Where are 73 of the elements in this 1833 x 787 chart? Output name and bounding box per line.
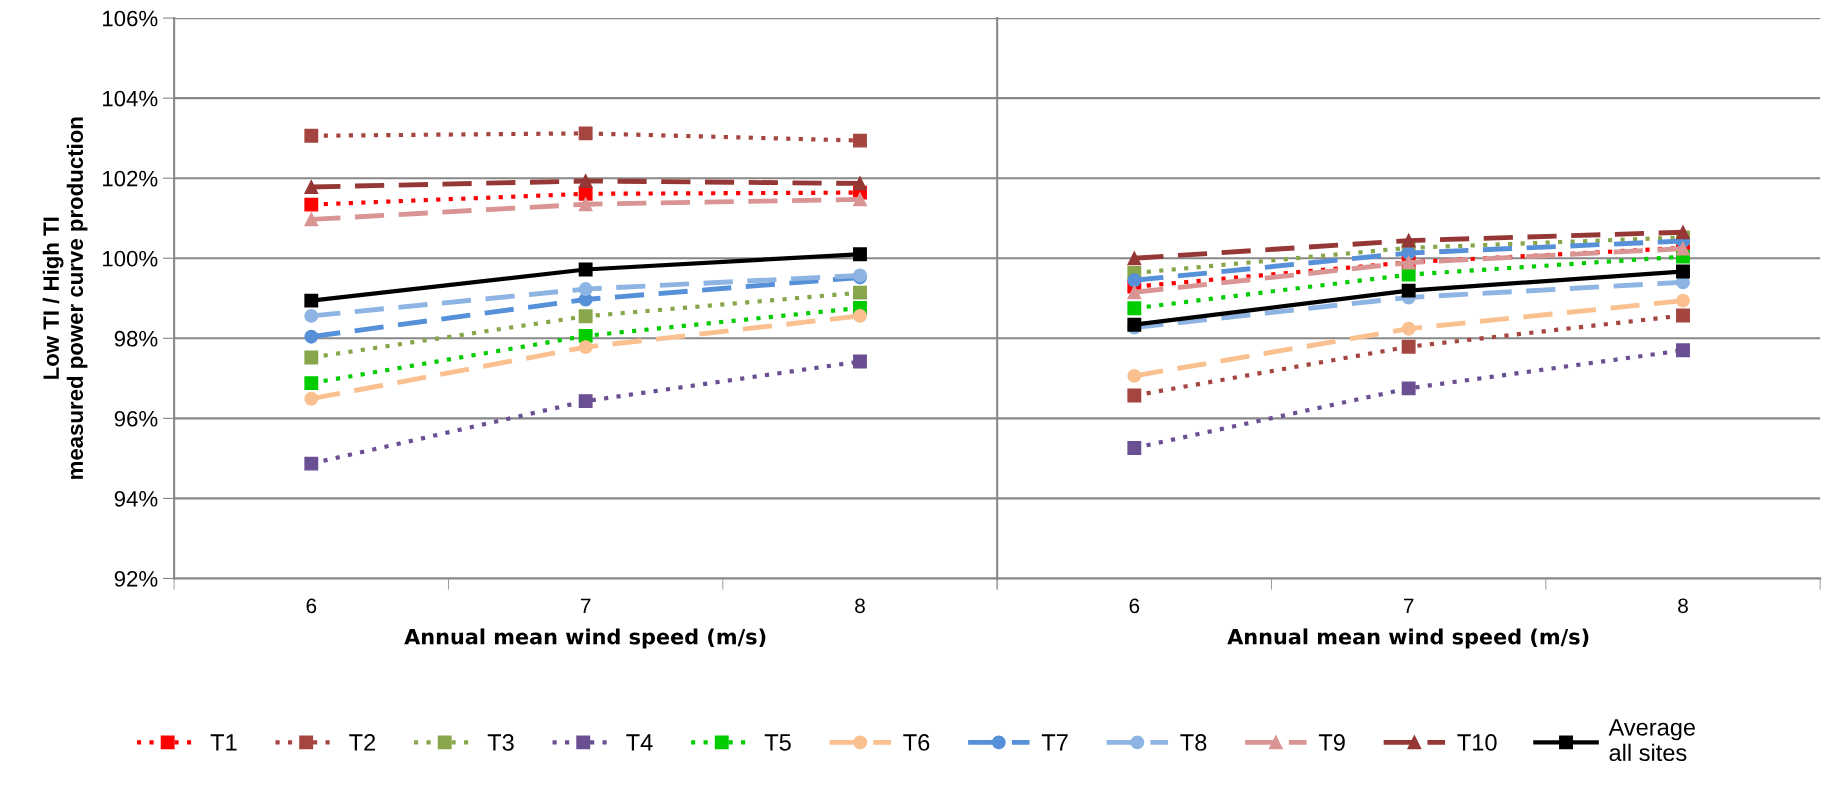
point bbox=[1127, 388, 1142, 403]
point bbox=[1401, 283, 1416, 298]
point bbox=[1676, 225, 1690, 240]
legend-label: T3 bbox=[487, 734, 514, 751]
x-tick-label: 7 bbox=[580, 598, 591, 613]
legend-label: T8 bbox=[1180, 734, 1207, 751]
point bbox=[578, 262, 593, 277]
point bbox=[304, 350, 319, 365]
x-axis-title: Annual mean wind speed (m/s) bbox=[1227, 628, 1589, 649]
point bbox=[304, 197, 319, 212]
point bbox=[1127, 441, 1142, 455]
point bbox=[1401, 321, 1416, 336]
point bbox=[304, 180, 319, 194]
x-tick-label: 6 bbox=[306, 598, 317, 614]
x-tick-label: 8 bbox=[855, 598, 865, 614]
y-tick-label: 104% bbox=[103, 90, 158, 107]
point bbox=[1676, 343, 1690, 358]
point bbox=[1127, 251, 1142, 266]
point bbox=[304, 308, 319, 323]
legend-label: T9 bbox=[1318, 734, 1345, 751]
legend-label: T4 bbox=[626, 734, 653, 751]
point bbox=[304, 128, 319, 143]
point bbox=[1401, 233, 1416, 248]
x-tick-label: 6 bbox=[1129, 598, 1140, 614]
point bbox=[853, 354, 867, 369]
point bbox=[1127, 301, 1142, 316]
point bbox=[304, 212, 319, 227]
y-tick-label: 94% bbox=[114, 490, 158, 507]
legend-label: T7 bbox=[1041, 734, 1068, 751]
point bbox=[304, 456, 319, 471]
point bbox=[304, 293, 319, 308]
point bbox=[578, 174, 593, 188]
y-tick-label: 102% bbox=[103, 170, 158, 187]
legend-label: Average all sites bbox=[1608, 719, 1695, 762]
point bbox=[1127, 285, 1142, 300]
x-tick-label: 8 bbox=[1678, 598, 1688, 614]
legend-label: T2 bbox=[349, 734, 376, 751]
point bbox=[853, 133, 867, 148]
point bbox=[578, 394, 593, 409]
point bbox=[578, 186, 593, 201]
point bbox=[578, 340, 593, 355]
point bbox=[578, 282, 593, 297]
legend-label: T6 bbox=[903, 734, 930, 751]
point bbox=[304, 329, 319, 344]
point bbox=[1127, 368, 1142, 383]
x-axis-title: Annual mean wind speed (m/s) bbox=[404, 628, 766, 649]
y-tick-label: 98% bbox=[114, 330, 158, 347]
legend-label: T1 bbox=[210, 734, 237, 751]
point bbox=[1676, 308, 1690, 323]
point bbox=[1401, 339, 1416, 354]
point bbox=[304, 391, 319, 406]
y-tick-label: 92% bbox=[114, 570, 158, 587]
y-axis-title: Low TI / High TI measured power curve production bbox=[42, 117, 88, 479]
y-tick-label: 106% bbox=[103, 10, 158, 27]
point bbox=[853, 308, 867, 323]
point bbox=[853, 247, 867, 262]
point bbox=[578, 309, 593, 324]
legend-label: T5 bbox=[764, 734, 791, 751]
point bbox=[853, 192, 867, 207]
point bbox=[1401, 381, 1416, 396]
x-tick-label: 7 bbox=[1403, 598, 1414, 613]
point bbox=[578, 197, 593, 212]
y-tick-label: 100% bbox=[103, 250, 158, 267]
y-tick-label: 96% bbox=[114, 410, 158, 427]
point bbox=[853, 176, 867, 191]
point bbox=[1127, 273, 1142, 288]
point bbox=[578, 328, 593, 343]
legend-label: T10 bbox=[1457, 734, 1497, 751]
point bbox=[304, 376, 319, 391]
point bbox=[578, 126, 593, 141]
point bbox=[1676, 293, 1690, 308]
point bbox=[1676, 264, 1690, 279]
point bbox=[853, 285, 867, 300]
